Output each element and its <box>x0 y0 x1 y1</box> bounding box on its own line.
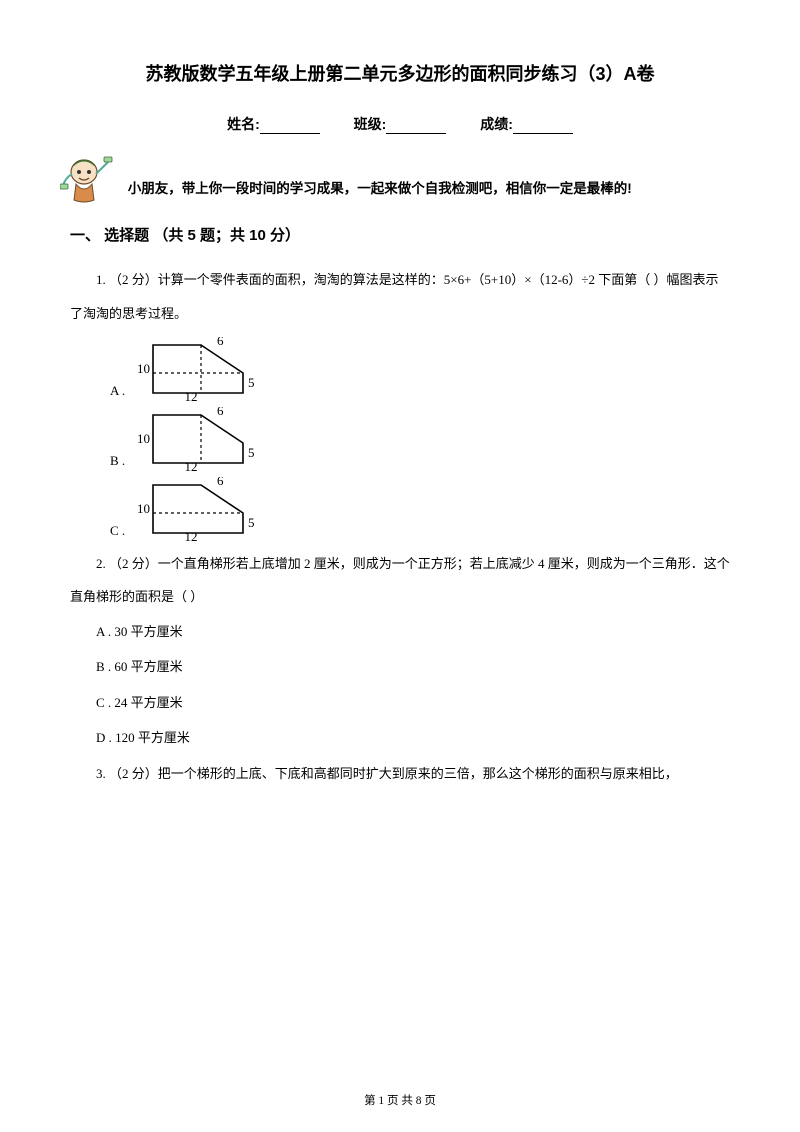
page: 苏教版数学五年级上册第二单元多边形的面积同步练习（3）A卷 姓名: 班级: 成绩… <box>0 0 800 1132</box>
q1-text: 1. （2 分）计算一个零件表面的面积，淘淘的算法是这样的：5×6+（5+10）… <box>70 263 730 331</box>
fig-label-bottom: 12 <box>185 389 198 401</box>
q2-text: 2. （2 分）一个直角梯形若上底增加 2 厘米，则成为一个正方形；若上底减少 … <box>70 547 730 615</box>
section-1-heading: 一、 选择题 （共 5 题；共 10 分） <box>70 224 730 245</box>
trapezoid-figure-b: 6 10 5 12 <box>133 407 263 471</box>
fig-label-left: 10 <box>137 501 150 516</box>
trapezoid-figure-a: 6 10 5 12 <box>133 337 263 401</box>
fig-label-top: 6 <box>217 337 224 348</box>
q1-option-c-figure: C . 6 10 5 12 <box>110 477 730 541</box>
fig-label-top: 6 <box>217 477 224 488</box>
fig-label-right: 5 <box>248 375 255 390</box>
q3-text: 3. （2 分）把一个梯形的上底、下底和高都同时扩大到原来的三倍，那么这个梯形的… <box>70 757 730 791</box>
fig-label-bottom: 12 <box>185 529 198 541</box>
greeting-text: 小朋友，带上你一段时间的学习成果，一起来做个自我检测吧，相信你一定是最棒的! <box>128 181 632 196</box>
trapezoid-figure-c: 6 10 5 12 <box>133 477 263 541</box>
fig-label-left: 10 <box>137 431 150 446</box>
fig-label-right: 5 <box>248 515 255 530</box>
option-label: A . <box>110 383 125 401</box>
name-label: 姓名: <box>227 114 260 134</box>
q2-option-a: A . 30 平方厘米 <box>70 616 730 647</box>
student-info-line: 姓名: 班级: 成绩: <box>70 114 730 134</box>
q2-option-b: B . 60 平方厘米 <box>70 651 730 682</box>
score-blank[interactable] <box>513 119 573 134</box>
page-footer: 第 1 页 共 8 页 <box>0 1092 800 1108</box>
q2-option-c: C . 24 平方厘米 <box>70 687 730 718</box>
class-blank[interactable] <box>386 119 446 134</box>
greeting-row: 小朋友，带上你一段时间的学习成果，一起来做个自我检测吧，相信你一定是最棒的! <box>70 154 730 206</box>
score-label: 成绩: <box>480 114 513 134</box>
fig-label-right: 5 <box>248 445 255 460</box>
fig-label-bottom: 12 <box>185 459 198 471</box>
document-title: 苏教版数学五年级上册第二单元多边形的面积同步练习（3）A卷 <box>70 60 730 86</box>
option-label: C . <box>110 523 125 541</box>
option-label: B . <box>110 453 125 471</box>
fig-label-left: 10 <box>137 361 150 376</box>
q1-option-a-figure: A . 6 10 5 12 <box>110 337 730 401</box>
fig-label-top: 6 <box>217 407 224 418</box>
q2-option-d: D . 120 平方厘米 <box>70 722 730 753</box>
q1-option-b-figure: B . 6 10 5 12 <box>110 407 730 471</box>
class-label: 班级: <box>354 114 387 134</box>
avatar-icon <box>60 154 114 206</box>
name-blank[interactable] <box>260 119 320 134</box>
